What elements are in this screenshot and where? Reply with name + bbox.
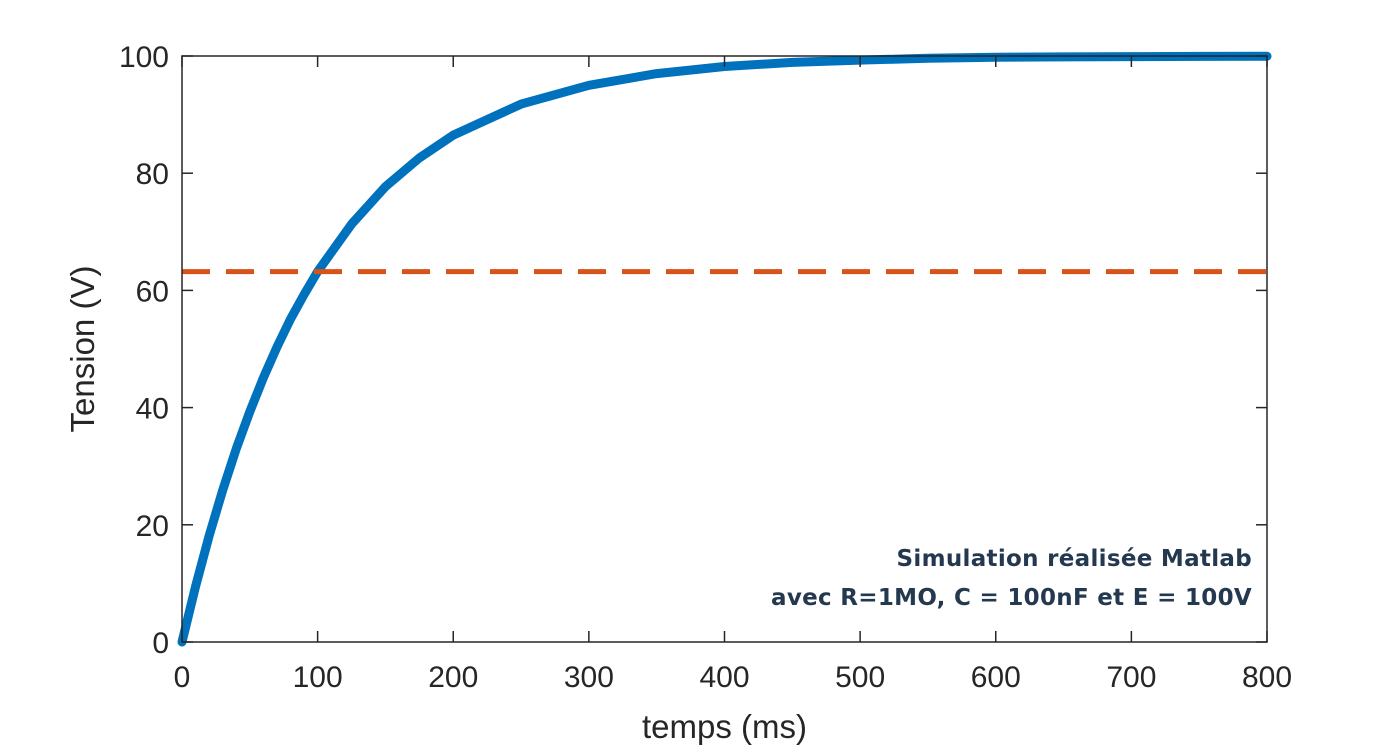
plot-background: [182, 56, 1267, 642]
y-axis-label: Tension (V): [64, 266, 101, 433]
charge-curve-line: [177, 51, 1272, 647]
y-tick-label: 100: [119, 41, 169, 74]
x-axis-label: temps (ms): [642, 708, 807, 745]
x-tick-label: 200: [428, 661, 478, 694]
x-tick-label: 300: [564, 661, 614, 694]
series-layer: [177, 51, 1272, 647]
y-tick-label: 40: [136, 393, 169, 426]
x-tick-label: 600: [971, 661, 1021, 694]
annotation-line-2: avec R=1MO, C = 100nF et E = 100V: [771, 585, 1252, 611]
y-tick-label: 0: [152, 627, 169, 660]
x-tick-label: 800: [1242, 661, 1292, 694]
x-tick-label: 400: [699, 661, 749, 694]
y-tick-label: 60: [136, 275, 169, 308]
x-tick-label: 700: [1106, 661, 1156, 694]
x-tick-label: 0: [174, 661, 191, 694]
x-tick-label: 100: [293, 661, 343, 694]
x-tick-label: 500: [835, 661, 885, 694]
y-tick-label: 20: [136, 510, 169, 543]
tick-layer: 0 100 200 300 400 500 600 700 800 0 20 40 60 80 100: [119, 41, 1292, 694]
y-tick-label: 80: [136, 158, 169, 191]
annotation-line-1: Simulation réalisée Matlab: [897, 546, 1252, 572]
